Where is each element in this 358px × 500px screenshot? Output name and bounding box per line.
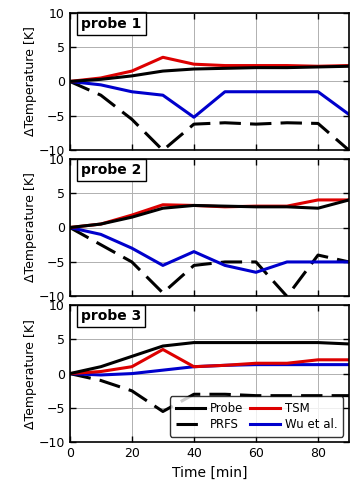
- Y-axis label: ΔTemperature [K]: ΔTemperature [K]: [24, 318, 37, 428]
- Text: probe 2: probe 2: [81, 162, 141, 176]
- X-axis label: Time [min]: Time [min]: [172, 466, 247, 480]
- Text: probe 3: probe 3: [81, 309, 141, 323]
- Text: probe 1: probe 1: [81, 16, 141, 30]
- Y-axis label: ΔTemperature [K]: ΔTemperature [K]: [24, 172, 37, 282]
- Legend: Probe, PRFS, TSM, Wu et al.: Probe, PRFS, TSM, Wu et al.: [170, 396, 343, 436]
- Y-axis label: ΔTemperature [K]: ΔTemperature [K]: [24, 26, 37, 136]
